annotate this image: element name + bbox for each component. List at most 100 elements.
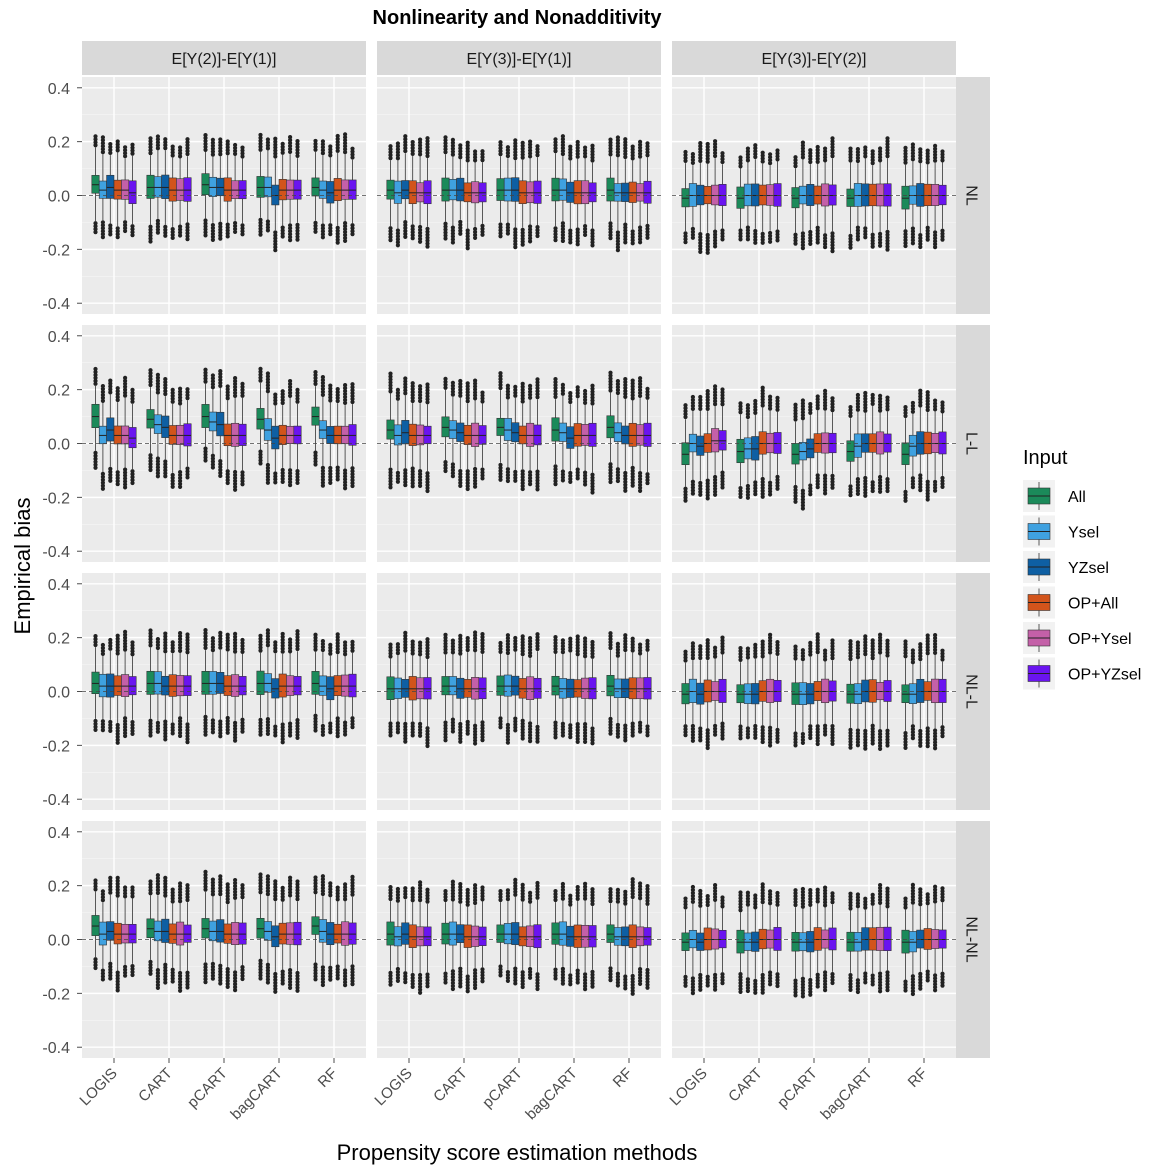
- outlier-point: [465, 243, 470, 248]
- outlier-point: [280, 397, 285, 403]
- outlier-point: [645, 150, 650, 155]
- outlier-point: [443, 382, 448, 387]
- outlier-point: [623, 137, 628, 142]
- outlier-point: [108, 973, 113, 978]
- outlier-point: [863, 649, 868, 654]
- outlier-point: [410, 466, 415, 471]
- outlier-point: [233, 979, 238, 984]
- outlier-point: [623, 986, 628, 991]
- outlier-point: [450, 977, 455, 983]
- outlier-point: [388, 229, 393, 234]
- outlier-point: [258, 449, 263, 454]
- outlier-point: [863, 643, 868, 648]
- outlier-point: [590, 490, 595, 495]
- outlier-point: [878, 231, 883, 236]
- outlier-point: [210, 382, 215, 387]
- box: [341, 921, 350, 946]
- outlier-point: [528, 650, 533, 656]
- outlier-point: [870, 235, 875, 240]
- outlier-point: [170, 226, 175, 232]
- outlier-point: [520, 242, 525, 247]
- outlier-point: [233, 976, 238, 981]
- outlier-point: [93, 372, 98, 378]
- outlier-point: [713, 888, 718, 894]
- outlier-point: [878, 240, 883, 245]
- outlier-point: [705, 899, 710, 905]
- outlier-point: [240, 883, 245, 888]
- outlier-point: [108, 387, 113, 392]
- outlier-point: [505, 633, 510, 638]
- outlier-point: [443, 977, 448, 982]
- outlier-point: [185, 635, 190, 640]
- outlier-point: [273, 480, 278, 485]
- outlier-point: [388, 970, 393, 975]
- outlier-point: [583, 482, 588, 487]
- outlier-point: [123, 145, 128, 150]
- outlier-point: [328, 645, 333, 650]
- outlier-point: [295, 726, 300, 732]
- outlier-point: [645, 647, 650, 652]
- box: [326, 676, 335, 701]
- outlier-point: [830, 729, 835, 735]
- outlier-point: [450, 726, 455, 731]
- outlier-point: [583, 397, 588, 402]
- outlier-point: [480, 897, 485, 902]
- outlier-point: [910, 648, 916, 653]
- box: [518, 180, 527, 204]
- outlier-point: [885, 653, 890, 658]
- outlier-point: [465, 639, 470, 644]
- outlier-point: [233, 387, 238, 393]
- outlier-point: [148, 142, 153, 147]
- outlier-point: [513, 728, 518, 733]
- outlier-point: [443, 650, 448, 655]
- outlier-point: [808, 404, 813, 410]
- outlier-point: [630, 384, 635, 389]
- outlier-point: [698, 232, 703, 237]
- outlier-point: [615, 980, 621, 985]
- outlier-point: [418, 898, 423, 903]
- outlier-point: [458, 231, 463, 236]
- outlier-point: [800, 416, 806, 421]
- box: [348, 673, 357, 698]
- outlier-point: [738, 237, 743, 242]
- outlier-point: [560, 975, 566, 980]
- outlier-point: [925, 491, 930, 496]
- outlier-point: [830, 653, 835, 658]
- outlier-point: [450, 641, 455, 646]
- outlier-point: [623, 388, 628, 394]
- outlier-point: [933, 407, 938, 412]
- outlier-point: [328, 648, 333, 653]
- outlier-point: [273, 649, 278, 654]
- outlier-point: [425, 975, 430, 980]
- outlier-point: [425, 388, 430, 393]
- y-tick-label: -0.4: [42, 296, 70, 313]
- outlier-point: [233, 723, 238, 728]
- outlier-point: [768, 728, 773, 733]
- outlier-point: [903, 730, 908, 736]
- outlier-point: [295, 635, 300, 640]
- outlier-point: [280, 894, 285, 899]
- outlier-point: [775, 398, 780, 403]
- outlier-point: [553, 235, 558, 240]
- outlier-point: [645, 141, 650, 146]
- outlier-point: [615, 379, 621, 384]
- outlier-point: [528, 972, 533, 977]
- outlier-point: [505, 897, 510, 902]
- outlier-point: [878, 393, 883, 398]
- outlier-point: [513, 966, 518, 971]
- outlier-point: [410, 230, 415, 235]
- outlier-point: [768, 492, 773, 497]
- outlier-point: [210, 228, 215, 234]
- outlier-point: [615, 141, 621, 146]
- outlier-point: [265, 643, 270, 648]
- outlier-point: [863, 746, 868, 751]
- outlier-point: [178, 890, 183, 895]
- outlier-point: [170, 478, 175, 483]
- outlier-point: [705, 478, 710, 483]
- outlier-point: [878, 396, 883, 401]
- outlier-point: [583, 223, 588, 229]
- outlier-point: [480, 390, 485, 395]
- outlier-point: [630, 639, 635, 644]
- outlier-point: [553, 643, 558, 649]
- outlier-point: [608, 639, 613, 645]
